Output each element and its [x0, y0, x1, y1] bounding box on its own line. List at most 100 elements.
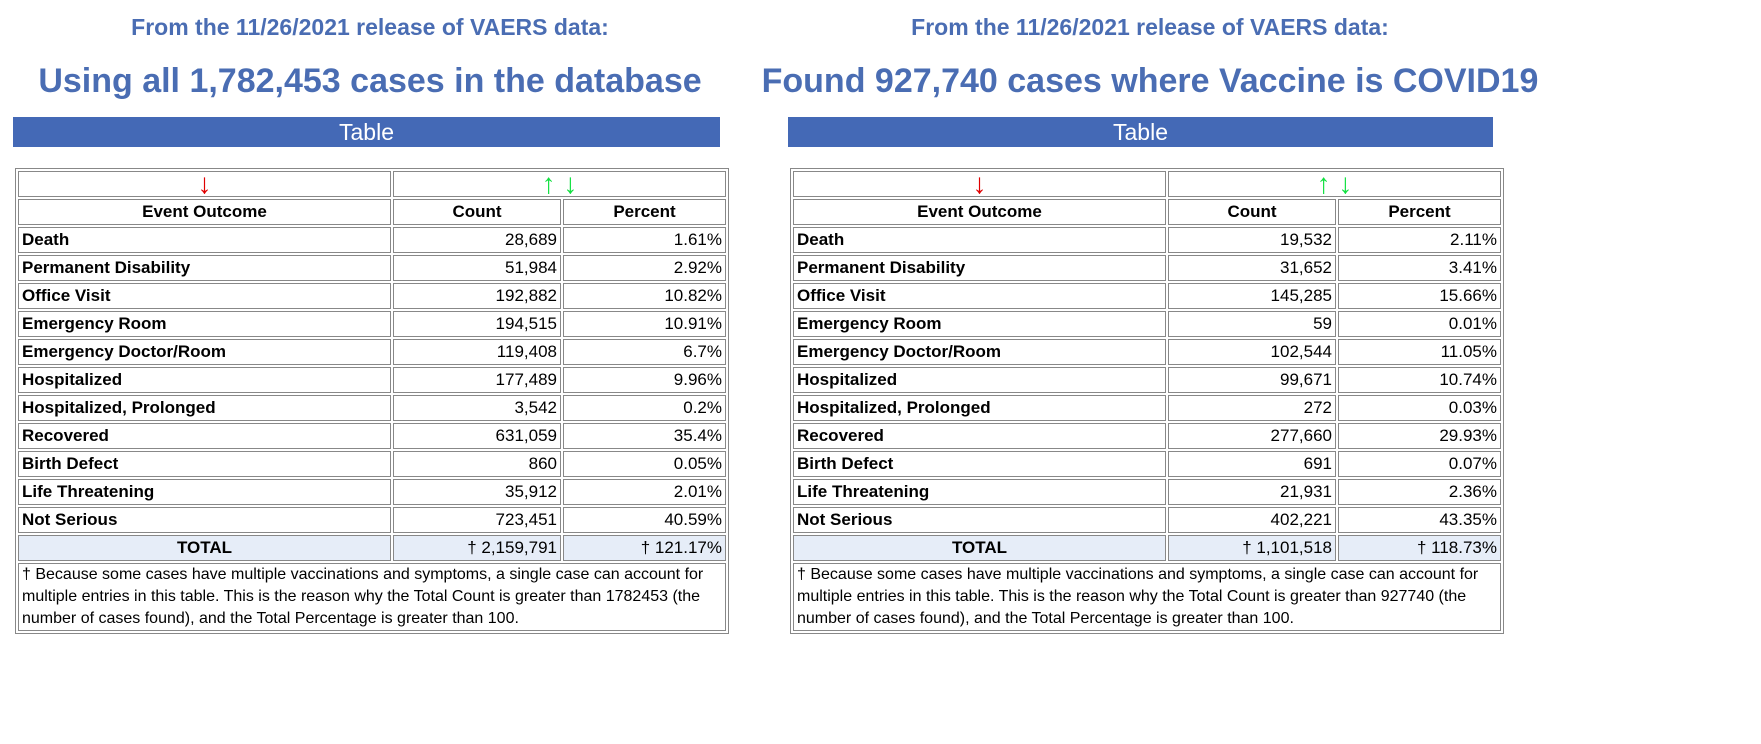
- event-outcome-cell: Emergency Room: [18, 311, 391, 337]
- table-row: Death 19,532 2.11%: [793, 227, 1501, 253]
- arrow-down-icon: ↓: [972, 168, 987, 199]
- count-cell: 35,912: [393, 479, 561, 505]
- percent-cell: 10.74%: [1338, 367, 1501, 393]
- event-outcome-cell: Hospitalized, Prolonged: [793, 395, 1166, 421]
- table-row: Hospitalized 177,489 9.96%: [18, 367, 726, 393]
- percent-cell: 0.2%: [563, 395, 726, 421]
- outcome-table: ↓ ↑ ↓ Event Outcome Count Percent Death …: [15, 168, 729, 634]
- event-outcome-cell: Emergency Room: [793, 311, 1166, 337]
- table-row: Not Serious 723,451 40.59%: [18, 507, 726, 533]
- header-count: Count: [1168, 199, 1336, 225]
- event-outcome-cell: Emergency Doctor/Room: [793, 339, 1166, 365]
- percent-cell: 10.91%: [563, 311, 726, 337]
- percent-cell: 0.07%: [1338, 451, 1501, 477]
- event-outcome-cell: Office Visit: [793, 283, 1166, 309]
- count-cell: 192,882: [393, 283, 561, 309]
- footnote-text: † Because some cases have multiple vacci…: [797, 566, 1479, 627]
- sort-event-button[interactable]: ↓: [793, 168, 1166, 199]
- count-cell: 3,542: [393, 395, 561, 421]
- event-outcome-cell: Death: [18, 227, 391, 253]
- header-percent: Percent: [1338, 199, 1501, 225]
- arrow-up-icon: ↑: [541, 168, 556, 199]
- footnote: † Because some cases have multiple vacci…: [18, 563, 726, 631]
- event-outcome-cell: Not Serious: [18, 507, 391, 533]
- percent-cell: 35.4%: [563, 423, 726, 449]
- percent-cell: 1.61%: [563, 227, 726, 253]
- event-outcome-cell: Hospitalized, Prolonged: [18, 395, 391, 421]
- percent-cell: 9.96%: [563, 367, 726, 393]
- arrow-down-icon: ↓: [1338, 168, 1353, 199]
- count-cell: 59: [1168, 311, 1336, 337]
- footnote: † Because some cases have multiple vacci…: [793, 563, 1501, 631]
- header-event-outcome: Event Outcome: [18, 199, 391, 225]
- table-row: Office Visit 145,285 15.66%: [793, 283, 1501, 309]
- table-row: Emergency Doctor/Room 102,544 11.05%: [793, 339, 1501, 365]
- percent-cell: 0.01%: [1338, 311, 1501, 337]
- event-outcome-cell: Life Threatening: [18, 479, 391, 505]
- count-cell: 402,221: [1168, 507, 1336, 533]
- count-cell: 51,984: [393, 255, 561, 281]
- count-cell: 194,515: [393, 311, 561, 337]
- event-outcome-cell: Hospitalized: [793, 367, 1166, 393]
- percent-cell: 43.35%: [1338, 507, 1501, 533]
- event-outcome-cell: Emergency Doctor/Room: [18, 339, 391, 365]
- total-count: † 2,159,791: [393, 535, 561, 561]
- table-row: Birth Defect 860 0.05%: [18, 451, 726, 477]
- sort-count-button[interactable]: ↑ ↓: [1168, 168, 1501, 199]
- percent-cell: 15.66%: [1338, 283, 1501, 309]
- count-cell: 145,285: [1168, 283, 1336, 309]
- sort-count-button[interactable]: ↑ ↓: [393, 168, 726, 199]
- percent-cell: 11.05%: [1338, 339, 1501, 365]
- total-label: TOTAL: [18, 535, 391, 561]
- headline: Using all 1,782,453 cases in the databas…: [38, 62, 702, 100]
- count-cell: 272: [1168, 395, 1336, 421]
- total-count: † 1,101,518: [1168, 535, 1336, 561]
- count-cell: 723,451: [393, 507, 561, 533]
- count-cell: 31,652: [1168, 255, 1336, 281]
- table-header-bar: Table: [13, 117, 720, 147]
- table-row: Life Threatening 21,931 2.36%: [793, 479, 1501, 505]
- total-percent: † 121.17%: [563, 535, 726, 561]
- arrow-down-icon: ↓: [563, 168, 578, 199]
- outcome-table: ↓ ↑ ↓ Event Outcome Count Percent Death …: [790, 168, 1504, 634]
- count-cell: 119,408: [393, 339, 561, 365]
- release-line: From the 11/26/2021 release of VAERS dat…: [131, 14, 609, 40]
- percent-cell: 40.59%: [563, 507, 726, 533]
- header-percent: Percent: [563, 199, 726, 225]
- table-row: Emergency Room 59 0.01%: [793, 311, 1501, 337]
- count-cell: 102,544: [1168, 339, 1336, 365]
- event-outcome-cell: Hospitalized: [18, 367, 391, 393]
- percent-cell: 6.7%: [563, 339, 726, 365]
- table-row: Birth Defect 691 0.07%: [793, 451, 1501, 477]
- table-row: Hospitalized, Prolonged 3,542 0.2%: [18, 395, 726, 421]
- event-outcome-cell: Death: [793, 227, 1166, 253]
- total-percent: † 118.73%: [1338, 535, 1501, 561]
- table-row: Emergency Room 194,515 10.91%: [18, 311, 726, 337]
- total-row: TOTAL † 1,101,518 † 118.73%: [793, 535, 1501, 561]
- table-row: Hospitalized 99,671 10.74%: [793, 367, 1501, 393]
- event-outcome-cell: Permanent Disability: [793, 255, 1166, 281]
- event-outcome-cell: Birth Defect: [793, 451, 1166, 477]
- count-cell: 99,671: [1168, 367, 1336, 393]
- table-row: Death 28,689 1.61%: [18, 227, 726, 253]
- total-label: TOTAL: [793, 535, 1166, 561]
- sort-event-button[interactable]: ↓: [18, 168, 391, 199]
- total-row: TOTAL † 2,159,791 † 121.17%: [18, 535, 726, 561]
- count-cell: 277,660: [1168, 423, 1336, 449]
- event-outcome-cell: Life Threatening: [793, 479, 1166, 505]
- event-outcome-cell: Not Serious: [793, 507, 1166, 533]
- table-row: Office Visit 192,882 10.82%: [18, 283, 726, 309]
- count-cell: 177,489: [393, 367, 561, 393]
- count-cell: 860: [393, 451, 561, 477]
- count-cell: 631,059: [393, 423, 561, 449]
- percent-cell: 2.01%: [563, 479, 726, 505]
- arrow-up-icon: ↑: [1316, 168, 1331, 199]
- table-row: Emergency Doctor/Room 119,408 6.7%: [18, 339, 726, 365]
- headline: Found 927,740 cases where Vaccine is COV…: [761, 62, 1539, 100]
- header-count: Count: [393, 199, 561, 225]
- percent-cell: 2.92%: [563, 255, 726, 281]
- table-header-bar: Table: [788, 117, 1493, 147]
- arrow-down-icon: ↓: [197, 168, 212, 199]
- event-outcome-cell: Recovered: [793, 423, 1166, 449]
- table-row: Hospitalized, Prolonged 272 0.03%: [793, 395, 1501, 421]
